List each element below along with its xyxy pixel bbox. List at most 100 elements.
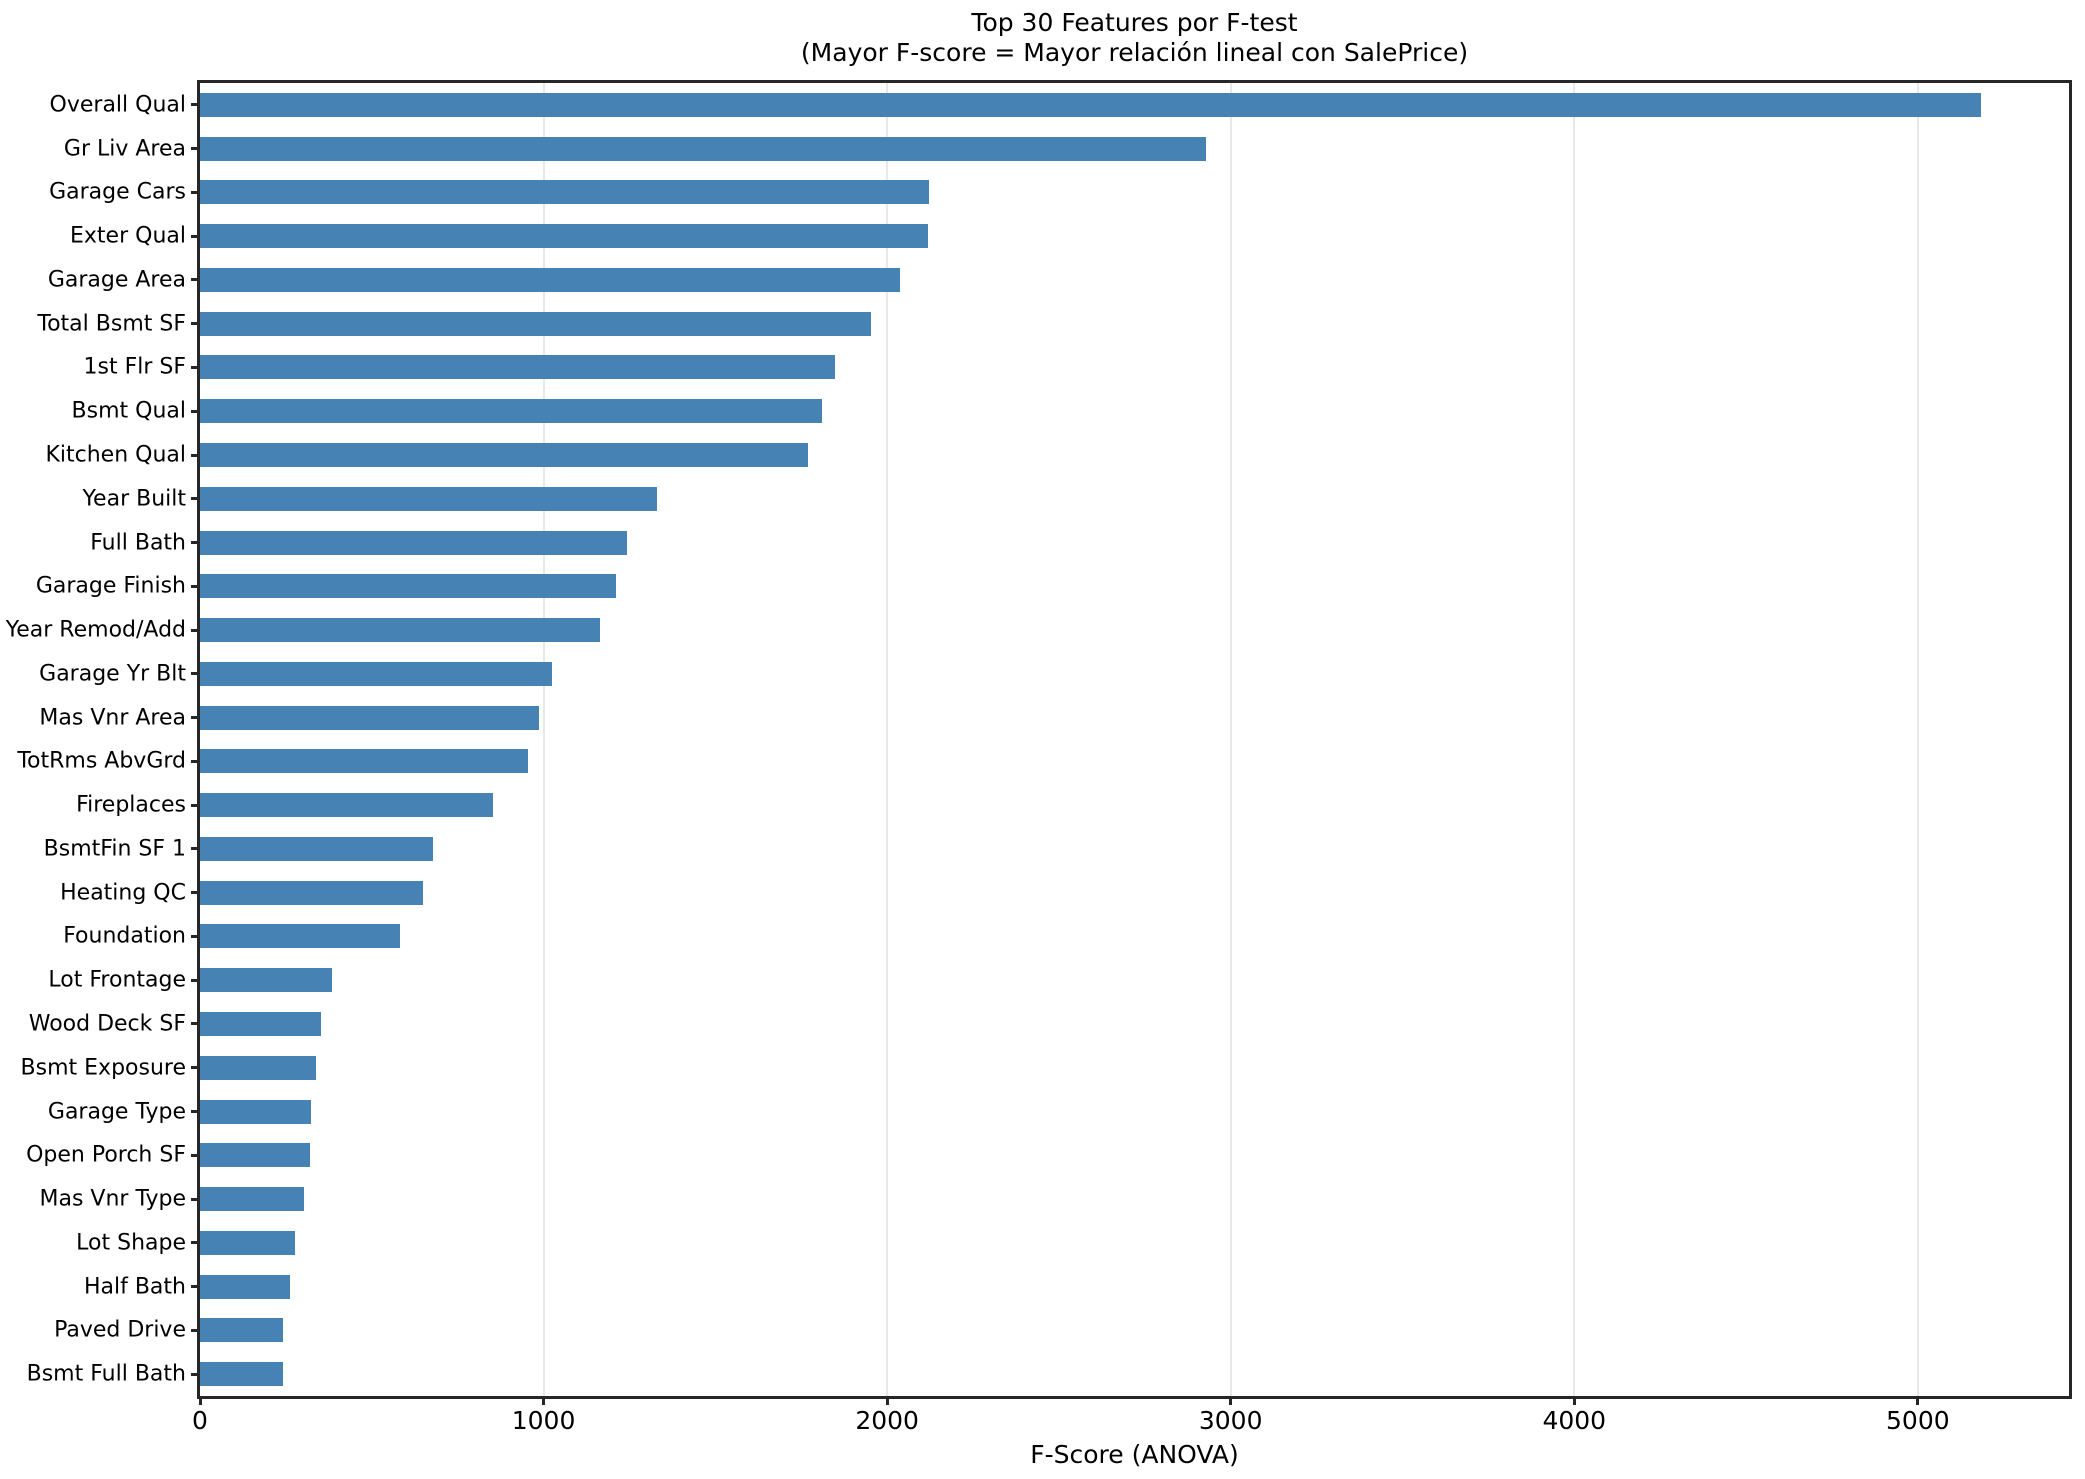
y-tick-mark: [191, 891, 200, 895]
y-tick-label: 1st Flr SF: [83, 354, 186, 380]
y-tick-label: Garage Cars: [49, 179, 186, 205]
y-tick-mark: [191, 716, 200, 720]
bar: [200, 530, 628, 555]
plot-area: [200, 83, 2069, 1396]
y-tick-mark: [191, 1066, 200, 1070]
bar: [200, 1011, 321, 1036]
y-tick-label: Year Built: [82, 486, 186, 512]
y-tick-label: TotRms AbvGrd: [17, 748, 186, 774]
y-tick-label: Open Porch SF: [26, 1142, 186, 1168]
bar: [200, 311, 871, 336]
x-tick-label: 5000: [1886, 1406, 1950, 1435]
y-tick-mark: [191, 628, 200, 632]
bar: [200, 661, 553, 686]
bar: [200, 92, 1982, 117]
chart-title-block: Top 30 Features por F-test (Mayor F-scor…: [200, 8, 2069, 68]
y-tick-label: Paved Drive: [54, 1317, 186, 1343]
y-tick-mark: [191, 1110, 200, 1114]
gridline: [1916, 83, 1919, 1396]
bar: [200, 705, 540, 730]
bar: [200, 486, 657, 511]
y-tick-label: Fireplaces: [76, 792, 186, 818]
y-tick-label: Mas Vnr Area: [39, 705, 186, 731]
y-tick-mark: [191, 1241, 200, 1245]
bar: [200, 224, 929, 249]
bar: [200, 1187, 305, 1212]
gridline: [1573, 83, 1576, 1396]
y-tick-label: Garage Finish: [35, 573, 186, 599]
y-tick-mark: [191, 147, 200, 151]
y-tick-mark: [191, 234, 200, 238]
chart-subtitle: (Mayor F-score = Mayor relación lineal c…: [800, 38, 1469, 67]
y-tick-mark: [191, 1285, 200, 1289]
y-tick-mark: [191, 322, 200, 326]
y-tick-mark: [191, 1328, 200, 1332]
y-tick-label: Bsmt Exposure: [20, 1055, 186, 1081]
y-tick-label: Year Remod/Add: [5, 617, 186, 643]
bar: [200, 924, 400, 949]
x-axis-label: F-Score (ANOVA): [1030, 1440, 1239, 1469]
bar: [200, 1362, 283, 1387]
x-tick-label: 0: [192, 1406, 208, 1435]
gridline: [886, 83, 889, 1396]
bar: [200, 574, 617, 599]
y-tick-label: Overall Qual: [49, 92, 186, 118]
y-tick-mark: [191, 803, 200, 807]
bar: [200, 355, 835, 380]
y-tick-label: Garage Type: [47, 1099, 186, 1125]
y-tick-mark: [191, 103, 200, 107]
y-tick-label: Wood Deck SF: [28, 1011, 186, 1037]
bar: [200, 749, 529, 774]
y-tick-label: Half Bath: [83, 1274, 186, 1300]
y-tick-label: Kitchen Qual: [45, 442, 186, 468]
bar: [200, 180, 930, 205]
bar: [200, 1274, 290, 1299]
y-tick-label: Full Bath: [90, 530, 186, 556]
y-tick-label: Gr Liv Area: [63, 136, 186, 162]
y-tick-mark: [191, 409, 200, 413]
bar: [200, 1099, 311, 1124]
x-tick-label: 4000: [1542, 1406, 1607, 1435]
y-tick-label: Garage Area: [47, 267, 186, 293]
gridline: [1229, 83, 1232, 1396]
bar: [200, 618, 600, 643]
x-tick-mark: [198, 1396, 202, 1405]
y-tick-mark: [191, 278, 200, 282]
bar: [200, 968, 332, 993]
y-tick-mark: [191, 1197, 200, 1201]
y-tick-mark: [191, 759, 200, 763]
y-tick-mark: [191, 847, 200, 851]
y-tick-mark: [191, 1153, 200, 1157]
y-tick-mark: [191, 1372, 200, 1376]
x-tick-label: 2000: [855, 1406, 919, 1435]
gridline: [542, 83, 545, 1396]
bar: [200, 1318, 284, 1343]
x-tick-mark: [1916, 1396, 1920, 1405]
y-tick-label: BsmtFin SF 1: [43, 836, 186, 862]
y-tick-label: Total Bsmt SF: [37, 311, 186, 337]
bar: [200, 443, 809, 468]
x-tick-mark: [885, 1396, 889, 1405]
bar: [200, 836, 433, 861]
x-tick-label: 3000: [1198, 1406, 1263, 1435]
x-tick-mark: [1229, 1396, 1233, 1405]
bar: [200, 880, 424, 905]
x-tick-mark: [1572, 1396, 1576, 1405]
y-tick-label: Lot Frontage: [48, 967, 186, 993]
y-tick-mark: [191, 453, 200, 457]
bar: [200, 1055, 317, 1080]
bar: [200, 399, 823, 424]
bar: [200, 1230, 296, 1255]
y-tick-label: Garage Yr Blt: [39, 661, 186, 687]
y-tick-mark: [191, 672, 200, 676]
y-tick-label: Bsmt Full Bath: [26, 1361, 186, 1387]
bar: [200, 136, 1207, 161]
x-tick-mark: [542, 1396, 546, 1405]
y-tick-label: Heating QC: [60, 880, 186, 906]
y-tick-mark: [191, 584, 200, 588]
bar: [200, 1143, 311, 1168]
y-tick-label: Bsmt Qual: [71, 398, 186, 424]
y-tick-mark: [191, 978, 200, 982]
y-tick-label: Lot Shape: [76, 1230, 186, 1256]
